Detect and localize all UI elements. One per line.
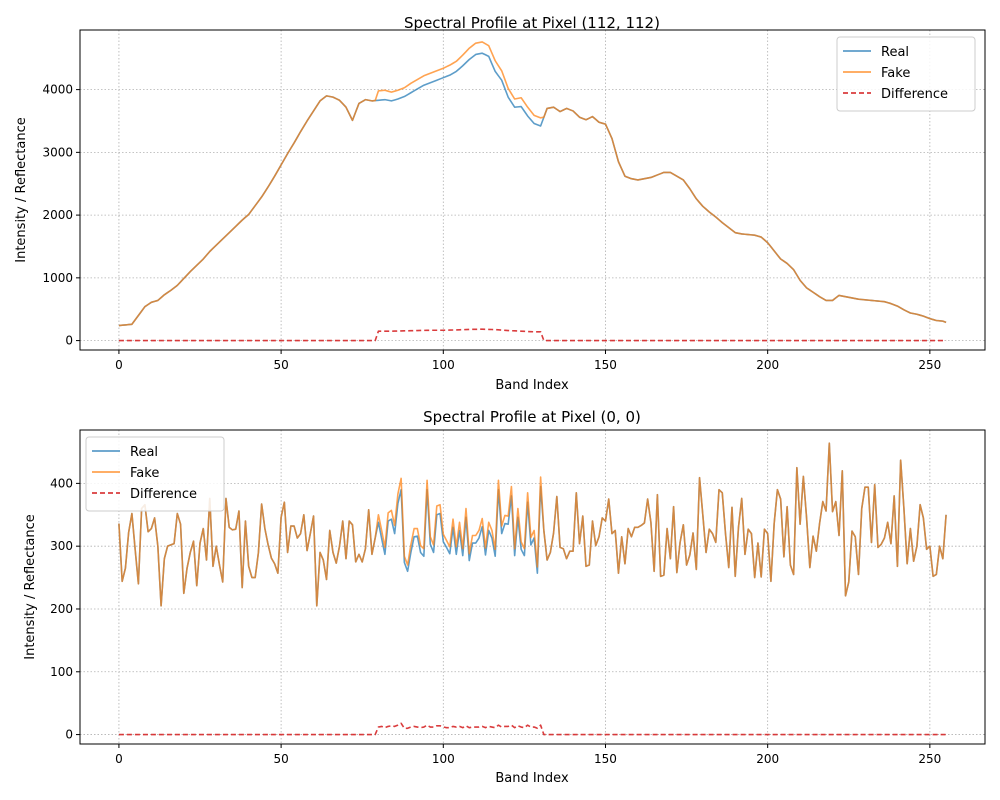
y-tick-label: 1000 xyxy=(42,271,73,285)
legend: Real Fake Difference xyxy=(85,436,225,512)
series-line-difference xyxy=(118,722,947,736)
y-axis-label: Intensity / Reflectance xyxy=(14,117,29,262)
x-tick-label: 250 xyxy=(918,752,941,766)
series-line-difference xyxy=(118,328,947,342)
chart-title: Spectral Profile at Pixel (0, 0) xyxy=(423,408,641,426)
x-tick-label: 100 xyxy=(432,358,455,372)
chart-bottom: Spectral Profile at Pixel (0, 0) 0 50 100 1… xyxy=(23,408,986,786)
x-ticks: 0 50 100 150 200 250 xyxy=(115,744,941,766)
grid xyxy=(80,430,985,744)
x-tick-label: 250 xyxy=(918,358,941,372)
series-line-fake xyxy=(118,442,947,607)
y-tick-label: 100 xyxy=(50,665,73,679)
series-layer xyxy=(118,41,947,342)
x-axis-label: Band Index xyxy=(495,771,569,786)
legend-label-difference: Difference xyxy=(130,487,197,502)
series-line-fake xyxy=(118,41,947,327)
series-layer xyxy=(118,442,947,736)
y-tick-label: 300 xyxy=(50,539,73,553)
x-tick-label: 0 xyxy=(115,752,123,766)
x-tick-label: 200 xyxy=(756,358,779,372)
y-ticks: 0 100 200 300 400 xyxy=(50,476,80,742)
x-tick-label: 50 xyxy=(273,358,288,372)
y-tick-label: 3000 xyxy=(42,145,73,159)
x-tick-label: 150 xyxy=(594,358,617,372)
legend-box xyxy=(836,36,976,112)
y-axis-label: Intensity / Reflectance xyxy=(23,514,38,659)
legend-label-real: Real xyxy=(881,45,909,60)
x-tick-label: 200 xyxy=(756,752,779,766)
y-tick-label: 0 xyxy=(65,334,73,348)
y-ticks: 0 1000 2000 3000 4000 xyxy=(42,83,80,348)
x-tick-label: 0 xyxy=(115,358,123,372)
x-axis-label: Band Index xyxy=(495,378,569,393)
chart-title: Spectral Profile at Pixel (112, 112) xyxy=(404,14,660,32)
x-ticks: 0 50 100 150 200 250 xyxy=(115,350,941,372)
legend-box xyxy=(85,436,225,512)
plot-frame xyxy=(79,429,986,745)
legend-label-fake: Fake xyxy=(130,466,159,481)
x-tick-label: 100 xyxy=(432,752,455,766)
chart-top: Spectral Profile at Pixel (112, 112) 0 50… xyxy=(14,14,986,393)
plot-frame xyxy=(79,29,986,351)
y-tick-label: 4000 xyxy=(42,83,73,97)
legend: Real Fake Difference xyxy=(836,36,976,112)
legend-label-fake: Fake xyxy=(881,66,910,81)
y-tick-label: 400 xyxy=(50,476,73,490)
legend-label-difference: Difference xyxy=(881,87,948,102)
y-tick-label: 2000 xyxy=(42,208,73,222)
x-tick-label: 50 xyxy=(273,752,288,766)
legend-label-real: Real xyxy=(130,445,158,460)
y-tick-label: 0 xyxy=(65,728,73,742)
x-tick-label: 150 xyxy=(594,752,617,766)
y-tick-label: 200 xyxy=(50,602,73,616)
